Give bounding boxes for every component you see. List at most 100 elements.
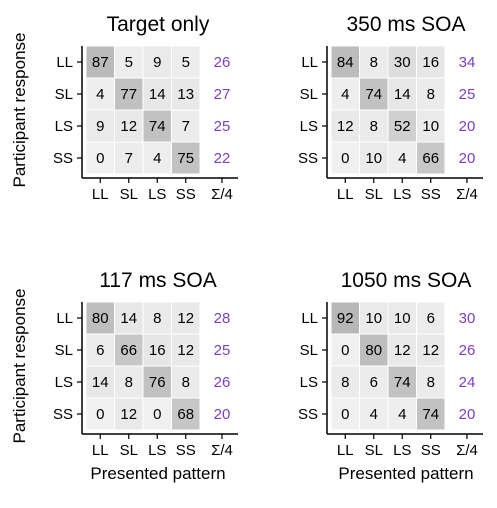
cell-value-label: 8 [125, 374, 133, 391]
cell-value-label: 16 [149, 342, 166, 359]
cell-value-label: 4 [96, 86, 104, 103]
heatmap-cell [359, 365, 389, 399]
cell-value-label: 8 [370, 118, 378, 135]
heatmap-cell [330, 45, 360, 79]
x-tick-label: SS [176, 186, 196, 203]
cell-value-label: 80 [92, 310, 109, 327]
x-tick-label-sum: Σ/4 [456, 186, 478, 203]
cell-value-label: 30 [394, 54, 411, 71]
heatmap-cell [142, 365, 172, 399]
heatmap-cell [359, 397, 389, 431]
row-sum-label: 26 [459, 342, 476, 359]
cell-value-label: 74 [365, 86, 382, 103]
x-tick-label: SS [421, 186, 441, 203]
cell-value-label: 87 [92, 54, 109, 71]
heatmap-cell [359, 77, 389, 111]
cell-value-label: 6 [370, 374, 378, 391]
heatmap-cell [171, 109, 201, 143]
cell-value-label: 7 [182, 118, 190, 135]
row-sum-label: 20 [459, 150, 476, 167]
cell-value-label: 12 [177, 342, 194, 359]
row-sum-label: 25 [214, 342, 231, 359]
x-tick-label-sum: Σ/4 [211, 442, 233, 459]
row-sum-label: 30 [459, 310, 476, 327]
y-tick-label: LL [56, 310, 73, 327]
heatmap-cell [330, 141, 360, 175]
row-sum-label: 25 [459, 86, 476, 103]
chart-title: 350 ms SOA [346, 13, 465, 36]
cell-value-label: 12 [120, 118, 137, 135]
cell-value-label: 7 [125, 150, 133, 167]
chart-panel-2: 350 ms SOA 84 8 30 16 34 LL 4 74 14 8 25 SL 12 8 52 10 20… [298, 13, 483, 203]
x-tick-label: LS [393, 442, 411, 459]
heatmap-cell [171, 333, 201, 367]
cell-value-label: 12 [394, 342, 411, 359]
cell-value-label: 4 [341, 86, 349, 103]
cell-value-label: 10 [365, 150, 382, 167]
heatmap-cell [85, 301, 115, 335]
heatmap-cell [416, 397, 446, 431]
y-tick-label: LS [300, 374, 318, 391]
heatmap-cell [330, 333, 360, 367]
heatmap-cell [171, 45, 201, 79]
heatmap-cell [416, 301, 446, 335]
y-tick-label: LL [301, 310, 318, 327]
y-tick-label: SL [300, 342, 318, 359]
y-axis-title: Participant response [10, 289, 29, 444]
heatmap-cell [387, 141, 417, 175]
row-sum-label: 20 [214, 406, 231, 423]
cell-value-label: 77 [120, 86, 137, 103]
heatmap-cell [142, 397, 172, 431]
heatmap-cell [330, 365, 360, 399]
heatmap-cell [85, 45, 115, 79]
y-tick-label: LS [55, 118, 73, 135]
y-tick-label: LS [300, 118, 318, 135]
x-tick-label: SS [421, 442, 441, 459]
row-sum-label: 20 [459, 406, 476, 423]
cell-value-label: 74 [149, 118, 166, 135]
cell-value-label: 12 [337, 118, 354, 135]
cell-value-label: 0 [341, 150, 349, 167]
x-axis-title: Presented pattern [338, 464, 473, 483]
cell-value-label: 4 [370, 406, 378, 423]
cell-value-label: 80 [365, 342, 382, 359]
chart-title: 1050 ms SOA [341, 269, 472, 292]
cell-value-label: 0 [153, 406, 161, 423]
row-sum-label: 26 [214, 54, 231, 71]
cell-value-label: 0 [96, 406, 104, 423]
heatmap-cell [416, 333, 446, 367]
x-tick-label: LL [92, 442, 109, 459]
heatmap-cell [416, 109, 446, 143]
heatmap-cell [171, 141, 201, 175]
cell-value-label: 5 [182, 54, 190, 71]
cell-value-label: 8 [370, 54, 378, 71]
x-tick-label-sum: Σ/4 [456, 442, 478, 459]
heatmap-cell [359, 109, 389, 143]
cell-value-label: 14 [394, 86, 411, 103]
row-sum-label: 24 [459, 374, 476, 391]
cell-value-label: 74 [394, 374, 411, 391]
heatmap-cell [359, 301, 389, 335]
cell-value-label: 75 [177, 150, 194, 167]
cell-value-label: 14 [149, 86, 166, 103]
cell-value-label: 74 [422, 406, 439, 423]
heatmap-cell [171, 397, 201, 431]
cell-value-label: 66 [120, 342, 137, 359]
x-tick-label: SL [365, 186, 383, 203]
y-tick-label: SS [298, 150, 318, 167]
y-tick-label: SL [55, 86, 73, 103]
cell-value-label: 8 [427, 86, 435, 103]
y-tick-label: SS [53, 150, 73, 167]
cell-value-label: 0 [96, 150, 104, 167]
y-tick-label: SS [298, 406, 318, 423]
x-tick-label: LS [148, 186, 166, 203]
x-tick-label: SL [120, 442, 138, 459]
x-tick-label: LL [337, 186, 354, 203]
cell-value-label: 8 [182, 374, 190, 391]
heatmap-cell [387, 45, 417, 79]
x-tick-label: LS [148, 442, 166, 459]
x-tick-label: SS [176, 442, 196, 459]
heatmap-cell [416, 365, 446, 399]
